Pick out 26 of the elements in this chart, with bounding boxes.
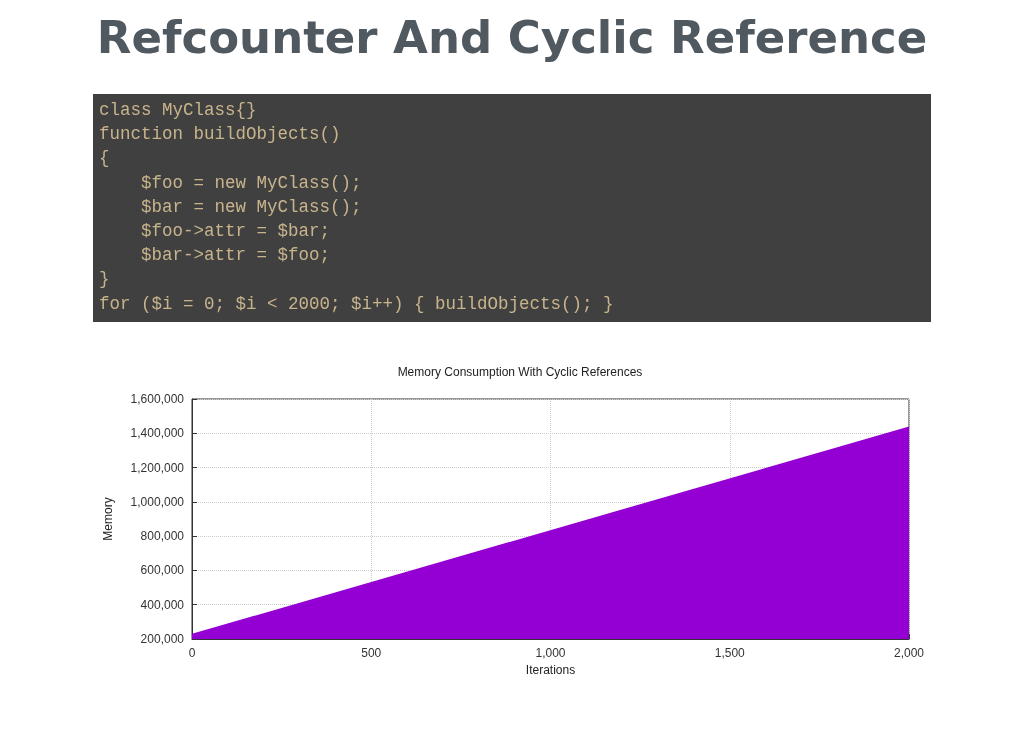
text: $foo->attr = $bar; [140, 220, 332, 243]
chart-title: Refcounter And Cyclic Reference [95, 10, 929, 66]
y-tick-label: 1,200,000 [130, 460, 185, 475]
x-tick-label: 1,000 [535, 646, 566, 660]
x-axis-title: Iterations [525, 662, 576, 677]
text: class MyClass{} [99, 99, 258, 122]
text: function buildObjects() [99, 123, 342, 147]
y-tick-label: 600,000 [140, 563, 185, 578]
y-tick-label: 1,600,000 [130, 392, 185, 406]
y-tick-label: 800,000 [140, 529, 185, 544]
text: for ($i = 0; $i < 2000; $i++) { buildObjects(); } [99, 292, 615, 316]
text: $bar->attr = $foo; [140, 244, 332, 268]
text: { [99, 147, 111, 171]
y-tick-label: 1,000,000 [130, 494, 185, 509]
x-tick-label: 2,000 [893, 646, 925, 660]
y-axis-title: Memory [101, 497, 115, 541]
x-tick-label: 500 [361, 646, 382, 660]
x-tick-label: 0 [188, 646, 196, 660]
text: } [99, 268, 111, 292]
y-tick-label: 1,400,000 [130, 426, 185, 441]
chart-subtitle: Memory Consumption With Cyclic References [397, 365, 643, 379]
y-tick-label: 200,000 [140, 632, 185, 646]
y-tick-label: 400,000 [140, 597, 185, 612]
text: $foo = new MyClass(); [140, 171, 363, 195]
text: $bar = new MyClass(); [140, 195, 363, 219]
x-tick-label: 1,500 [714, 646, 746, 660]
